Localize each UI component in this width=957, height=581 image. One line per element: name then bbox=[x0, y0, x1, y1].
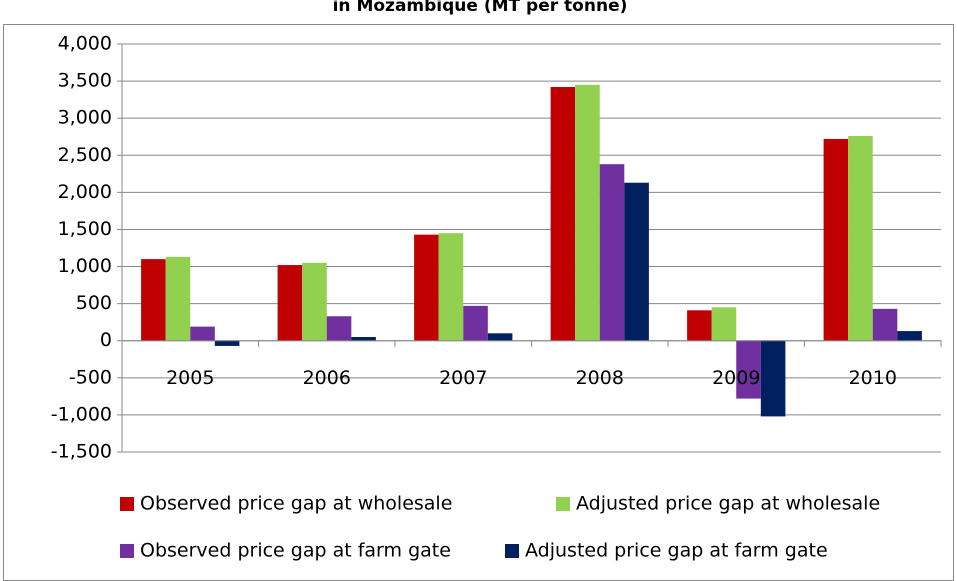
bar bbox=[214, 340, 240, 346]
bar bbox=[414, 234, 439, 341]
x-tick-label: 2006 bbox=[303, 367, 351, 389]
legend-label: Observed price gap at farm gate bbox=[140, 540, 451, 562]
legend-label: Adjusted price gap at wholesale bbox=[576, 493, 880, 515]
bar bbox=[823, 138, 849, 341]
bar bbox=[326, 316, 352, 341]
bar bbox=[141, 259, 166, 341]
y-tick-label: 3,000 bbox=[58, 107, 112, 129]
bar bbox=[848, 135, 873, 341]
x-tick-label: 2008 bbox=[576, 367, 624, 389]
y-tick-label: 1,000 bbox=[58, 255, 112, 277]
bar bbox=[165, 256, 191, 341]
bar bbox=[624, 182, 649, 341]
bar bbox=[190, 326, 215, 341]
bar bbox=[599, 164, 625, 341]
bar bbox=[351, 337, 376, 341]
legend-swatch bbox=[505, 544, 519, 558]
y-tick-label: 0 bbox=[100, 329, 112, 351]
y-tick-label: 4,000 bbox=[58, 33, 112, 55]
bar bbox=[711, 307, 737, 341]
bar bbox=[575, 84, 600, 341]
bar bbox=[302, 262, 327, 341]
y-tick-label: 2,500 bbox=[58, 144, 112, 166]
bar bbox=[736, 340, 761, 399]
y-tick-label: -1,000 bbox=[51, 403, 112, 425]
y-tick-label: 3,500 bbox=[58, 70, 112, 92]
x-tick-label: 2007 bbox=[439, 367, 487, 389]
chart-title: in Mozambique (MT per tonne) bbox=[333, 0, 628, 16]
legend-swatch bbox=[120, 497, 134, 511]
bar bbox=[550, 87, 576, 341]
bar bbox=[897, 331, 922, 341]
bar bbox=[463, 305, 488, 341]
x-tick-label: 2005 bbox=[166, 367, 214, 389]
legend-swatch bbox=[120, 544, 134, 558]
bar bbox=[687, 310, 712, 341]
y-tick-label: -1,500 bbox=[51, 441, 112, 463]
x-tick-label: 2010 bbox=[849, 367, 897, 389]
legend-label: Adjusted price gap at farm gate bbox=[525, 540, 828, 562]
y-tick-label: -500 bbox=[69, 366, 112, 388]
bar bbox=[277, 265, 303, 341]
legend-swatch bbox=[556, 497, 570, 511]
x-tick-label: 2009 bbox=[712, 367, 760, 389]
y-tick-label: 2,000 bbox=[58, 181, 112, 203]
bar bbox=[760, 340, 786, 417]
bar bbox=[872, 308, 898, 341]
y-tick-label: 1,500 bbox=[58, 218, 112, 240]
bar bbox=[438, 233, 464, 341]
legend-label: Observed price gap at wholesale bbox=[140, 493, 452, 515]
y-tick-label: 500 bbox=[76, 292, 112, 314]
bar bbox=[487, 333, 513, 341]
